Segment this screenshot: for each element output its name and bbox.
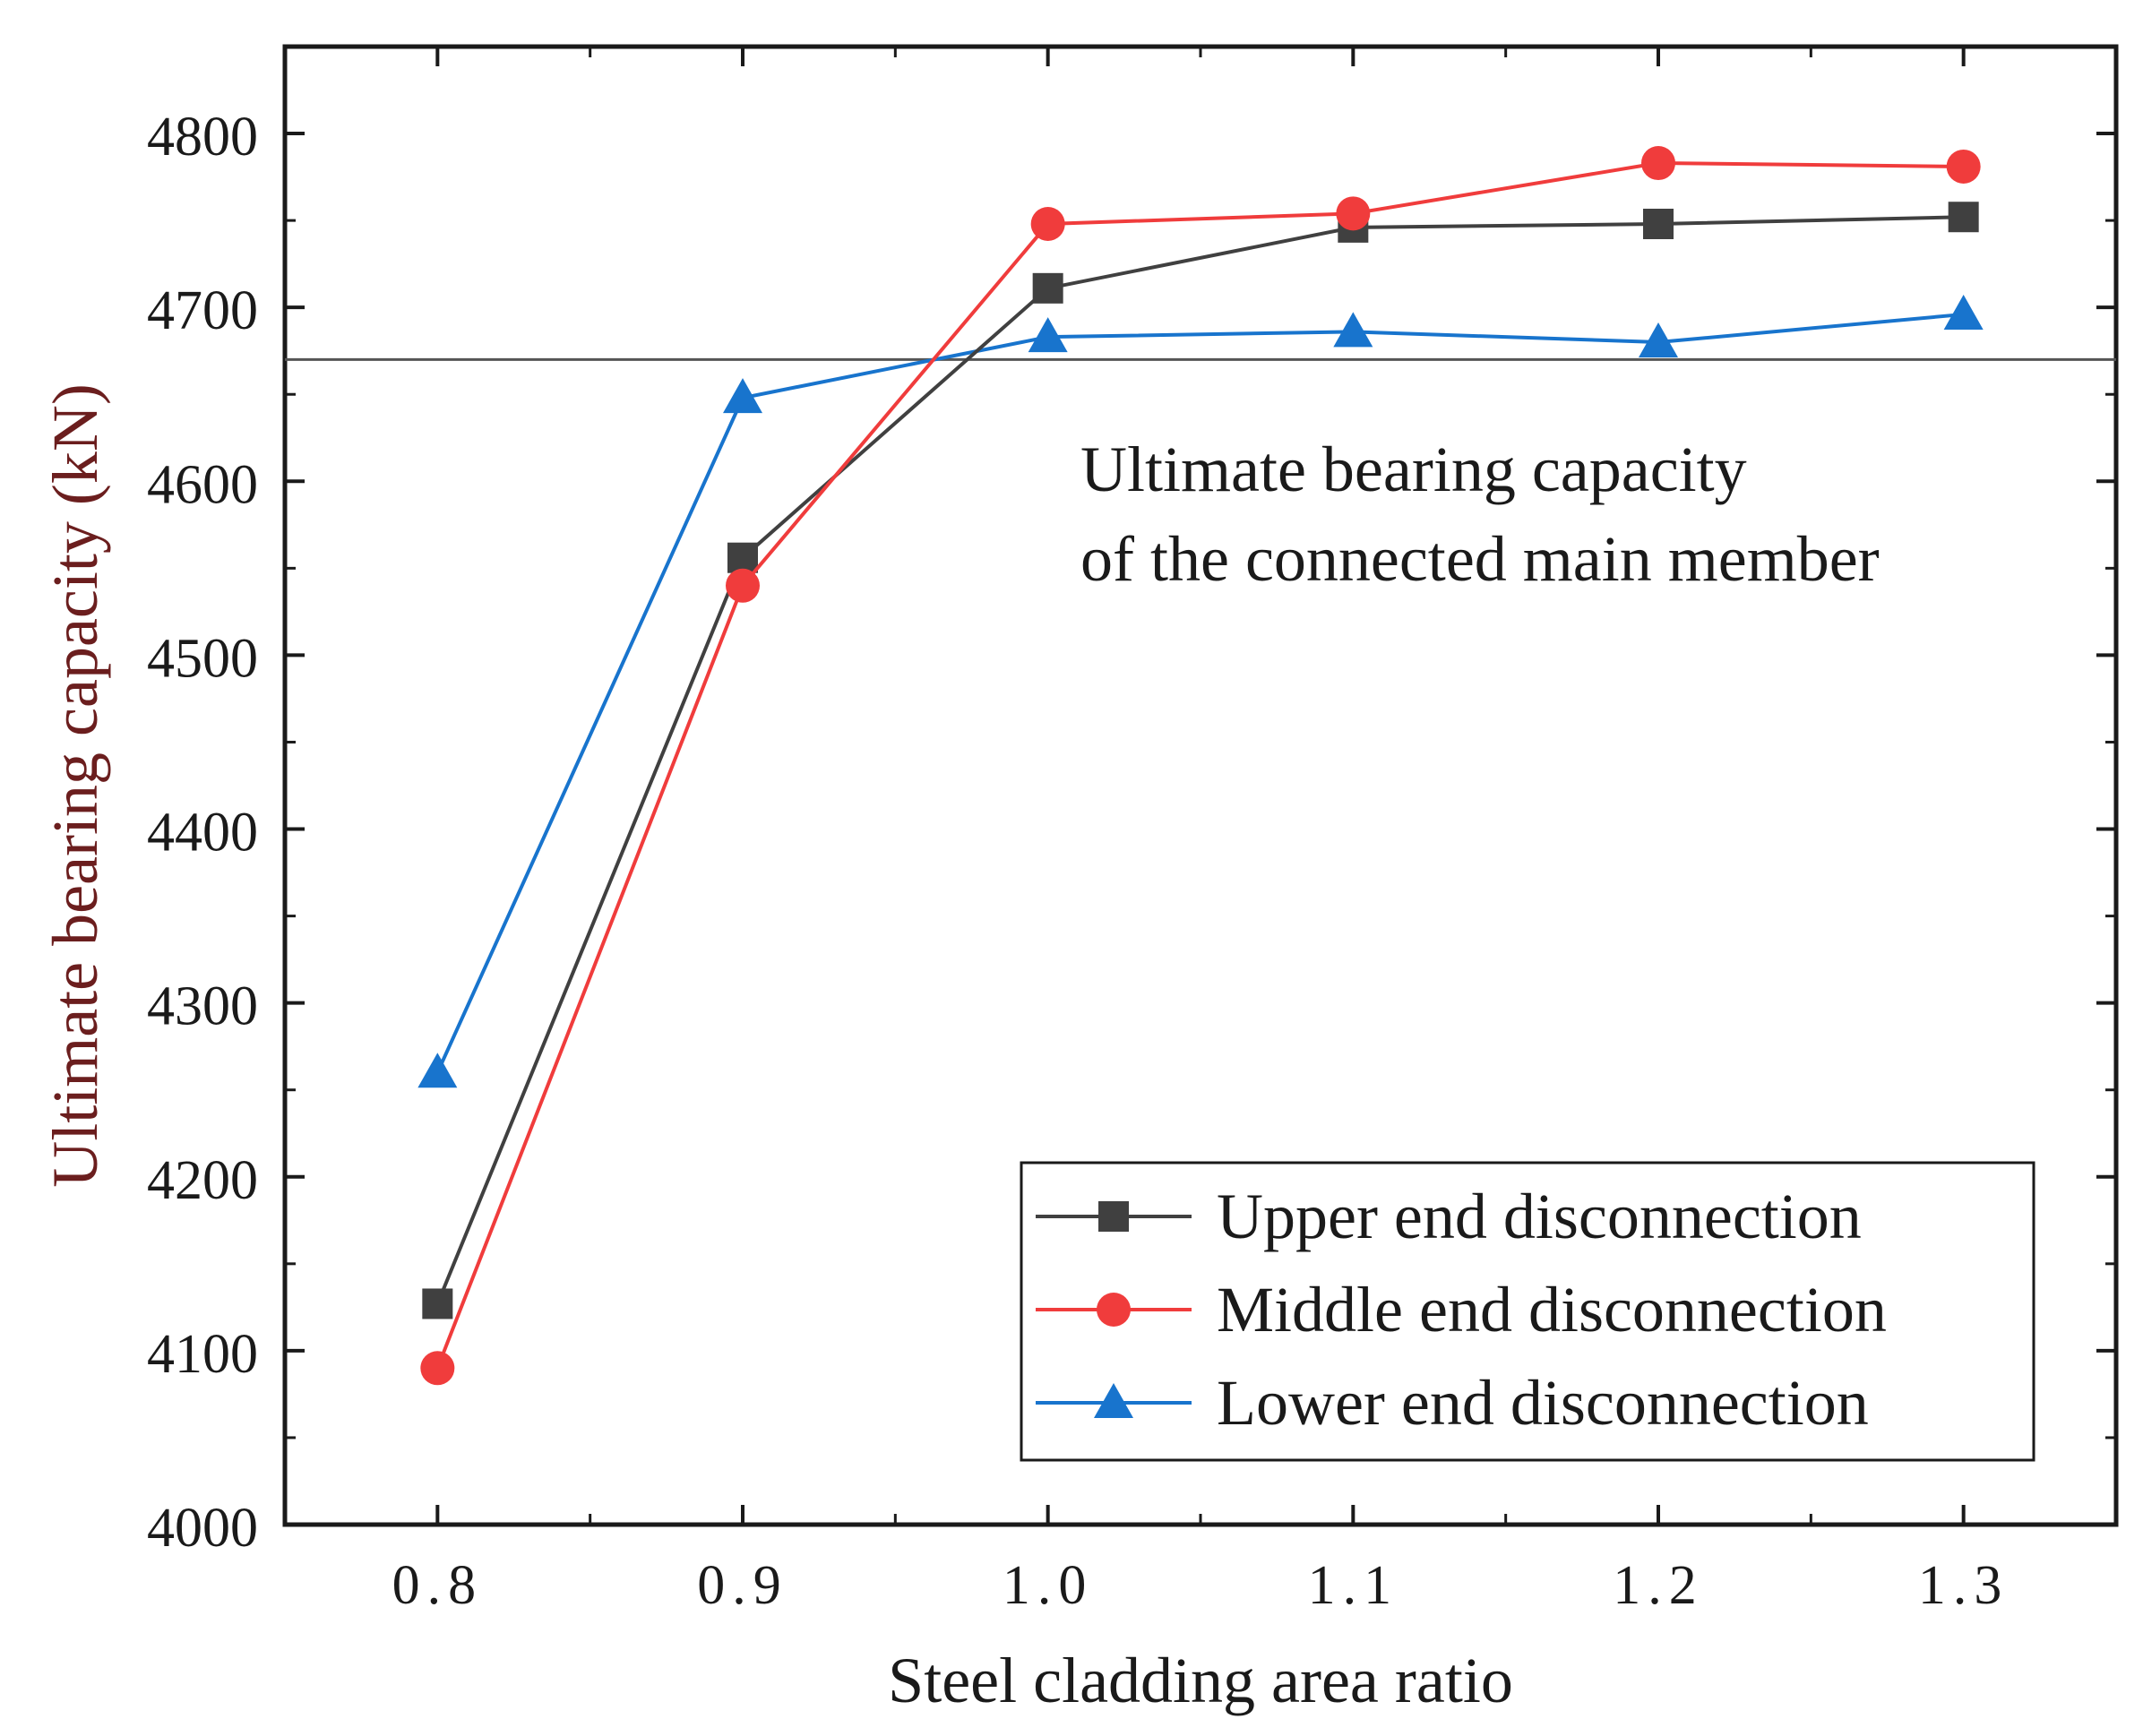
data-point-triangle: [1943, 294, 1984, 330]
data-point-circle: [420, 1351, 455, 1386]
legend-marker-circle: [1097, 1293, 1131, 1327]
y-tick-label: 4200: [147, 1150, 258, 1211]
y-tick-label: 4100: [147, 1324, 258, 1385]
y-tick-label: 4700: [147, 280, 258, 341]
x-tick-label: 1.3: [1918, 1555, 2010, 1616]
data-point-square: [1948, 202, 1979, 233]
series-square: [422, 202, 1979, 1319]
x-tick-label: 1.1: [1308, 1555, 1399, 1616]
legend-label: Middle end disconnection: [1217, 1274, 1887, 1345]
legend-label: Upper end disconnection: [1217, 1181, 1862, 1252]
data-point-square: [1032, 272, 1063, 304]
legend: Upper end disconnection Middle end discon…: [1020, 1161, 2035, 1462]
y-tick-label: 4800: [147, 107, 258, 168]
data-point-circle: [1641, 146, 1675, 181]
legend-marker-square: [1098, 1201, 1129, 1232]
data-point-circle: [1336, 196, 1371, 231]
data-point-square: [727, 542, 758, 573]
series-group: [417, 146, 1984, 1386]
legend-label: Lower end disconnection: [1217, 1367, 1869, 1439]
x-tick-label: 1.2: [1613, 1555, 1704, 1616]
data-point-triangle: [1333, 312, 1373, 348]
data-point-square: [1643, 209, 1674, 239]
reference-annotation-line-1: Ultimate bearing capacity: [1080, 434, 1747, 505]
data-point-circle: [726, 568, 760, 603]
data-point-circle: [1946, 149, 1981, 184]
y-tick-label: 4500: [147, 628, 258, 689]
series-line: [435, 312, 1964, 1074]
data-point-triangle: [723, 378, 762, 414]
x-tick-label: 0.8: [392, 1555, 484, 1616]
series-line: [435, 161, 1964, 1370]
y-tick-label: 4000: [147, 1498, 258, 1559]
y-axis-label: Ultimate bearing capacity (kN): [39, 383, 111, 1188]
y-tick-label: 4600: [147, 454, 258, 515]
x-tick-label: 0.9: [697, 1555, 788, 1616]
y-tick-label: 4300: [147, 976, 258, 1037]
reference-annotation-line-2: of the connected main member: [1080, 523, 1880, 595]
x-axis-label: Steel cladding area ratio: [888, 1645, 1513, 1716]
series-circle: [420, 146, 1981, 1386]
data-point-triangle: [1639, 322, 1678, 357]
data-point-square: [422, 1288, 453, 1319]
data-point-circle: [1030, 207, 1065, 241]
series-line: [435, 215, 1964, 1305]
x-tick-label: 1.0: [1003, 1555, 1094, 1616]
series-triangle: [417, 294, 1984, 1088]
data-point-triangle: [417, 1053, 458, 1088]
data-point-triangle: [1028, 317, 1068, 353]
y-tick-label: 4400: [147, 803, 258, 864]
legend-marker-triangle: [1094, 1383, 1133, 1418]
axis-ticks: 4000 4100 4200 4300 4400 4500 4600 4700 4800 0.8 0…: [147, 47, 2118, 1616]
